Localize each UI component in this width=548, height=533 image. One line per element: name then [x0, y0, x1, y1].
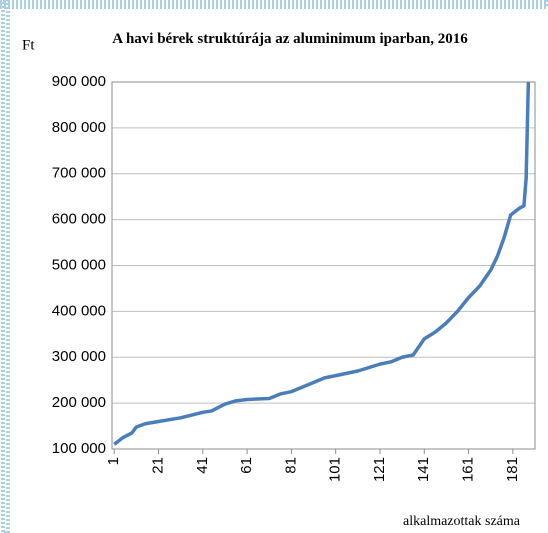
x-axis-label: alkalmazottak száma [403, 514, 521, 529]
x-tick-label: 41 [194, 457, 211, 474]
y-tick-label: 100 000 [52, 440, 106, 457]
x-tick-label: 21 [149, 457, 166, 474]
y-tick-label: 500 000 [52, 256, 106, 273]
x-tick-label: 141 [415, 457, 432, 482]
x-tick-label: 181 [504, 457, 521, 482]
y-tick-label: 400 000 [52, 302, 106, 319]
chart-title: A havi bérek struktúrája az aluminimum i… [112, 31, 468, 47]
x-tick-label: 101 [327, 457, 344, 482]
y-tick-label: 900 000 [52, 73, 106, 90]
x-tick-label: 161 [460, 457, 477, 482]
x-tick-label: 121 [371, 457, 388, 482]
y-tick-label: 700 000 [52, 165, 106, 182]
y-tick-label: 600 000 [52, 211, 106, 228]
plot-border [111, 81, 536, 450]
y-tick-label: 200 000 [52, 394, 106, 411]
data-line [113, 81, 531, 446]
x-tick-label: 1 [105, 457, 122, 465]
y-tick-label: 300 000 [52, 348, 106, 365]
x-tick-label: 61 [238, 457, 255, 474]
frame-top [0, 0, 548, 9]
y-tick-label: 800 000 [52, 119, 106, 136]
y-unit: Ft [22, 37, 35, 53]
frame-left [1, 0, 10, 533]
x-tick-label: 81 [282, 457, 299, 474]
